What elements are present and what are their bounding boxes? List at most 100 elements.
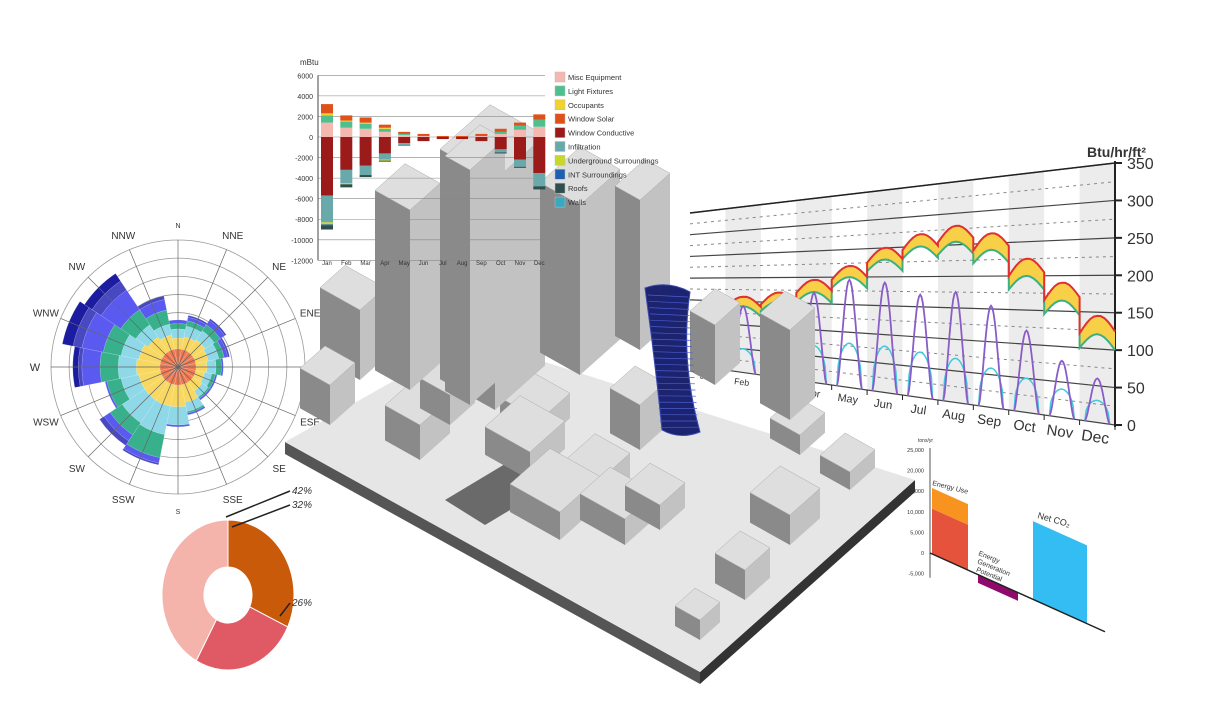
bar-segment-infiltration bbox=[340, 169, 353, 184]
direction-label-ESE: ESE bbox=[300, 418, 320, 429]
bar-label: EnergyGenerationPotential bbox=[971, 550, 1014, 585]
daily-curve-purple bbox=[836, 278, 863, 390]
building-face-left bbox=[510, 484, 560, 540]
bar-segment-occupants bbox=[321, 113, 333, 116]
legend-label: Walls bbox=[568, 198, 586, 207]
building-face-right bbox=[790, 307, 815, 420]
month-label: Sep bbox=[476, 261, 487, 267]
direction-label-W: W bbox=[30, 362, 41, 374]
month-label: Apr bbox=[380, 261, 389, 267]
direction-label-WNW: WNW bbox=[33, 308, 60, 319]
leader-line bbox=[231, 504, 291, 528]
wind-rose-segment-SSW bbox=[122, 448, 160, 466]
legend-swatch bbox=[554, 182, 566, 194]
bar-segment-window-solar bbox=[436, 135, 449, 137]
building-face-right bbox=[745, 547, 770, 600]
tower-floor-line bbox=[656, 382, 696, 385]
bar-segment-misc-equipment bbox=[398, 134, 411, 137]
monthly-loads-bar-chart: mBtu 6000 4000 2000 0 -2000 -4000 -6000 -8000 -1… bbox=[291, 58, 659, 267]
building-face-right bbox=[660, 482, 685, 530]
bar-segment-window-solar bbox=[398, 131, 411, 134]
bar-segment-window-solar bbox=[456, 135, 469, 137]
wind-rose-segment-NNW bbox=[153, 323, 172, 341]
building-face-left bbox=[820, 455, 850, 490]
slice-label: 26% bbox=[291, 598, 312, 609]
base-side-right bbox=[700, 480, 915, 684]
bar-segment-infiltration bbox=[398, 143, 411, 146]
spoke-gridline bbox=[177, 249, 227, 368]
bar-segment-misc-equipment bbox=[417, 135, 430, 137]
bar-segment-light-fixtures bbox=[533, 119, 546, 127]
month-label: Nov bbox=[1045, 422, 1074, 443]
wind-rose-segment-NNW bbox=[145, 309, 170, 332]
building-roof bbox=[714, 530, 771, 571]
y-tick-label: -12000 bbox=[291, 258, 313, 265]
legend-label: Misc Equipment bbox=[568, 73, 622, 82]
y-axis-unit: Btu/hr/ft² bbox=[1087, 144, 1146, 160]
tower-floor-line bbox=[654, 363, 694, 366]
bar-segment-window-conductive bbox=[494, 137, 507, 150]
tower-floor-line bbox=[653, 351, 693, 354]
building-face-left bbox=[610, 388, 640, 450]
y-tick-label: 15,000 bbox=[907, 489, 924, 495]
bar-segment-window-conductive bbox=[533, 137, 546, 173]
spoke-gridline bbox=[177, 366, 269, 458]
spoke-gridline bbox=[87, 276, 179, 368]
donut-chart: 42% 32% 26% bbox=[161, 486, 312, 671]
bar-segment-underground-surroundings bbox=[321, 222, 333, 225]
daily-curve-purple bbox=[1048, 359, 1076, 420]
building-face-right bbox=[495, 135, 545, 410]
building-face-left bbox=[580, 493, 625, 545]
legend-swatch bbox=[554, 99, 566, 111]
legend-label: Window Solar bbox=[568, 115, 615, 124]
bar-segment-light-fixtures bbox=[494, 131, 507, 134]
bar-segment-roofs bbox=[340, 184, 353, 188]
month-label: Jul bbox=[910, 402, 927, 418]
direction-label-S: S bbox=[176, 509, 181, 516]
tower-floor-line bbox=[650, 319, 691, 323]
bar-segment-window-conductive bbox=[475, 137, 488, 142]
daily-curve-purple bbox=[871, 280, 899, 395]
tower-floor-line bbox=[655, 376, 695, 378]
gridline bbox=[689, 181, 1116, 225]
month-label: Aug bbox=[941, 406, 966, 424]
bar-segment-infiltration bbox=[533, 172, 546, 187]
building-face-right bbox=[410, 183, 440, 390]
building-face-left bbox=[770, 418, 800, 455]
building-roof bbox=[759, 290, 816, 331]
chart-top-border bbox=[689, 162, 1116, 214]
y-tick-label: 300 bbox=[1127, 193, 1154, 210]
bar-segment-window-conductive bbox=[417, 137, 430, 142]
bar-segment-light-fixtures bbox=[359, 123, 372, 129]
month-label: Mar bbox=[360, 261, 370, 267]
y-tick-label: 20,000 bbox=[907, 469, 924, 475]
twisted-glass-tower bbox=[644, 284, 701, 436]
bar-segment-roofs bbox=[514, 166, 526, 168]
bar-segment-light-fixtures bbox=[340, 121, 353, 128]
bar-segment-infiltration bbox=[378, 153, 391, 160]
month-label: Jun bbox=[873, 398, 893, 412]
gridline bbox=[689, 199, 1116, 236]
y-tick-label: 2000 bbox=[297, 114, 313, 121]
month-label: Feb bbox=[734, 376, 750, 388]
leader-line bbox=[225, 490, 291, 518]
bar-segment bbox=[932, 487, 968, 525]
month-label: Aug bbox=[457, 261, 468, 267]
tower-floor-line bbox=[655, 370, 695, 372]
building-face-right bbox=[790, 488, 820, 545]
building-face-right bbox=[715, 302, 740, 385]
tower-floor-line bbox=[649, 313, 690, 316]
heat-gain-line-chart: Btu/hr/ft² 050100150200250300350JanFebMa… bbox=[689, 144, 1154, 448]
direction-label-NNW: NNW bbox=[111, 231, 135, 242]
y-tick-label: 5,000 bbox=[910, 530, 924, 536]
bar-segment-window-solar bbox=[340, 115, 353, 121]
tower-floor-line bbox=[650, 326, 691, 329]
building-roof bbox=[299, 345, 356, 386]
bar-segment-misc-equipment bbox=[340, 127, 353, 137]
bar-segment-underground-surroundings bbox=[378, 159, 391, 161]
direction-label-NNE: NNE bbox=[222, 231, 243, 242]
daily-curve-purple bbox=[1013, 329, 1040, 415]
building-face-left bbox=[690, 311, 715, 385]
tower-floor-line bbox=[652, 338, 692, 341]
bar-segment-light-fixtures bbox=[398, 133, 411, 135]
